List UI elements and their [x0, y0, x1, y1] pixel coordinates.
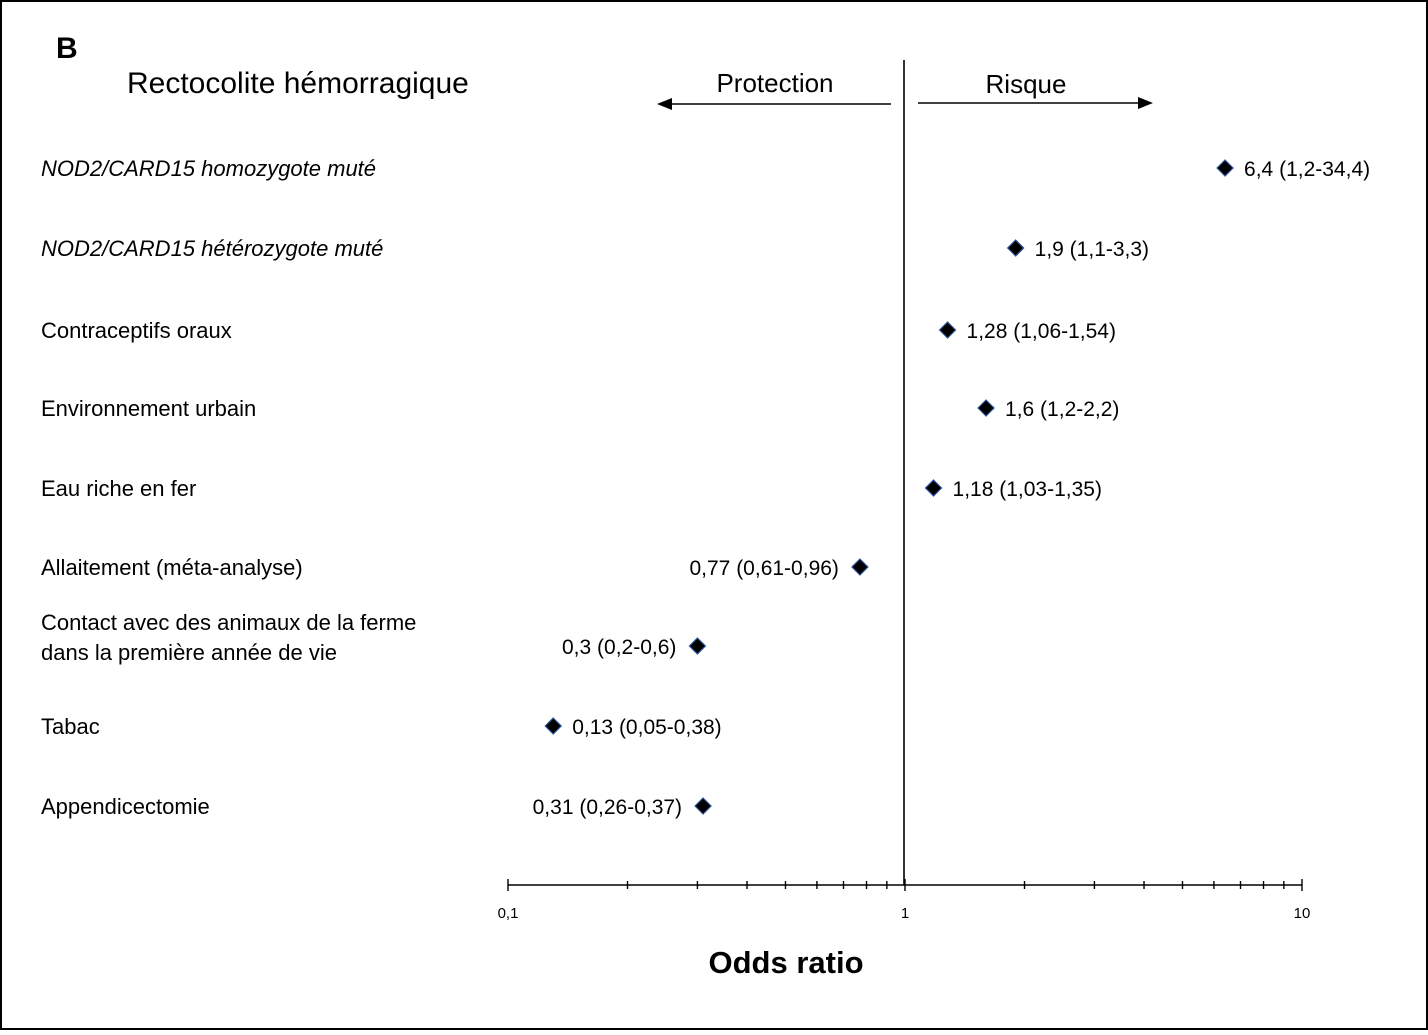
x-axis: 0,1 1 10	[498, 879, 1311, 922]
row-label: Appendicectomie	[41, 794, 210, 819]
row-label: Environnement urbain	[41, 396, 256, 421]
odds-ratio-marker	[924, 479, 943, 497]
x-tick-label: 10	[1294, 905, 1311, 922]
x-axis-title: Odds ratio	[708, 945, 863, 980]
protection-label: Protection	[716, 68, 833, 98]
odds-ratio-value-label: 1,28 (1,06-1,54)	[967, 320, 1116, 343]
row-label: Contraceptifs oraux	[41, 318, 232, 343]
forest-row: Allaitement (méta-analyse) 0,77 (0,61-0,9…	[41, 555, 869, 580]
forest-row: Appendicectomie 0,31 (0,26-0,37)	[41, 794, 712, 819]
odds-ratio-value-label: 0,3 (0,2-0,6)	[562, 636, 676, 659]
odds-ratio-value-label: 1,6 (1,2-2,2)	[1005, 398, 1119, 421]
x-tick-label: 0,1	[498, 905, 519, 922]
odds-ratio-value-label: 0,31 (0,26-0,37)	[533, 796, 682, 819]
forest-row: Eau riche en fer 1,18 (1,03-1,35)	[41, 476, 1102, 501]
row-label: Allaitement (méta-analyse)	[41, 555, 303, 580]
odds-ratio-marker	[938, 321, 957, 339]
forest-row: NOD2/CARD15 homozygote muté 6,4 (1,2-34,4…	[41, 156, 1370, 181]
odds-ratio-value-label: 0,77 (0,61-0,96)	[689, 557, 838, 580]
forest-row: NOD2/CARD15 hétérozygote muté 1,9 (1,1-3,…	[41, 236, 1149, 261]
row-label: Contact avec des animaux de la ferme	[41, 610, 416, 635]
odds-ratio-marker	[851, 558, 869, 576]
row-label: NOD2/CARD15 homozygote muté	[41, 156, 376, 181]
row-label: Tabac	[41, 714, 100, 739]
panel-letter: B	[56, 32, 78, 65]
forest-row: Contraceptifs oraux 1,28 (1,06-1,54)	[41, 318, 1116, 343]
odds-ratio-marker	[1006, 239, 1025, 257]
odds-ratio-value-label: 6,4 (1,2-34,4)	[1244, 158, 1370, 181]
protection-arrow	[657, 98, 891, 110]
odds-ratio-marker	[1216, 159, 1234, 177]
row-label: dans la première année de vie	[41, 640, 337, 665]
odds-ratio-marker	[688, 637, 707, 655]
odds-ratio-marker	[977, 399, 995, 417]
risk-arrow	[918, 97, 1153, 109]
odds-ratio-marker	[694, 797, 712, 815]
forest-row: Environnement urbain 1,6 (1,2-2,2)	[41, 396, 1119, 421]
risk-label: Risque	[986, 69, 1067, 99]
odds-ratio-value-label: 0,13 (0,05-0,38)	[572, 716, 721, 739]
forest-row: Contact avec des animaux de la ferme dans…	[41, 610, 707, 665]
row-label: Eau riche en fer	[41, 476, 196, 501]
forest-row: Tabac 0,13 (0,05-0,38)	[41, 714, 722, 739]
x-tick-label: 1	[901, 905, 909, 922]
odds-ratio-marker	[544, 717, 563, 735]
odds-ratio-value-label: 1,9 (1,1-3,3)	[1035, 238, 1149, 261]
row-label: NOD2/CARD15 hétérozygote muté	[41, 236, 383, 261]
forest-rows: NOD2/CARD15 homozygote muté 6,4 (1,2-34,4…	[41, 156, 1370, 819]
chart-title: Rectocolite hémorragique	[127, 67, 469, 100]
odds-ratio-value-label: 1,18 (1,03-1,35)	[953, 478, 1102, 501]
